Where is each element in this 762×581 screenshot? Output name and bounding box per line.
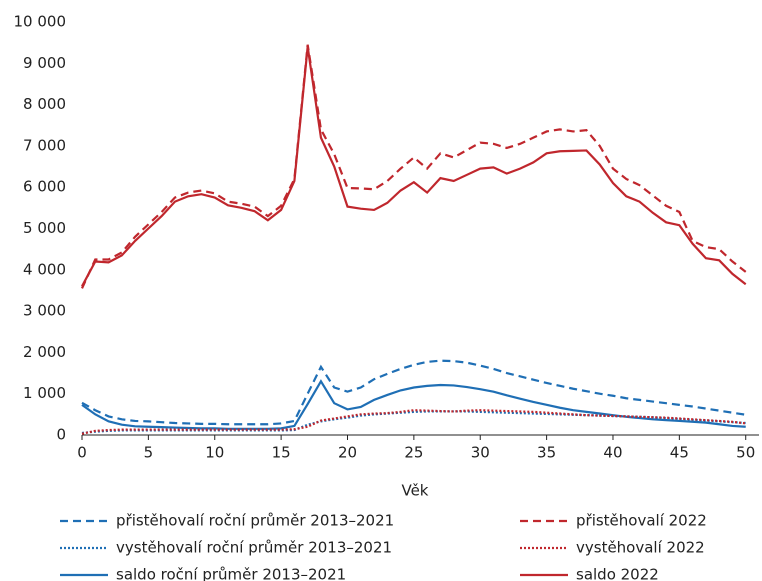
- y-tick-label: 6 000: [23, 178, 66, 196]
- y-tick-label: 3 000: [23, 302, 66, 320]
- y-tick-label: 8 000: [23, 95, 66, 113]
- legend-label: saldo roční průměr 2013–2021: [116, 566, 346, 581]
- legend-label: vystěhovalí roční průměr 2013–2021: [116, 539, 392, 557]
- x-tick-label: 40: [603, 444, 622, 462]
- legend-label: přistěhovalí 2022: [576, 512, 707, 530]
- y-tick-label: 10 000: [14, 13, 67, 31]
- legend-label: vystěhovalí 2022: [576, 539, 705, 557]
- series-line: [81, 359, 746, 426]
- x-tick-label: 5: [144, 444, 154, 462]
- series-line: [81, 44, 747, 289]
- legend-label: saldo 2022: [576, 566, 659, 581]
- y-tick-label: 1 000: [23, 384, 66, 402]
- x-tick-label: 20: [338, 444, 357, 462]
- y-tick-label: 2 000: [23, 343, 66, 361]
- legend-label: přistěhovalí roční průměr 2013–2021: [116, 512, 394, 530]
- x-tick-label: 45: [670, 444, 689, 462]
- x-tick-label: 0: [77, 444, 87, 462]
- y-tick-label: 5 000: [23, 219, 66, 237]
- y-tick-label: 4 000: [23, 260, 66, 278]
- x-tick-label: 25: [404, 444, 423, 462]
- series-line: [81, 410, 746, 435]
- x-axis-label: Věk: [401, 482, 428, 500]
- x-tick-label: 15: [272, 444, 291, 462]
- y-tick-label: 9 000: [23, 54, 66, 72]
- series-line: [81, 379, 746, 430]
- x-tick-label: 35: [537, 444, 556, 462]
- x-tick-label: 10: [205, 444, 224, 462]
- x-tick-label: 50: [736, 444, 755, 462]
- y-tick-label: 0: [56, 426, 66, 444]
- series-line: [81, 409, 746, 435]
- x-tick-label: 30: [471, 444, 490, 462]
- series-line: [81, 46, 747, 287]
- y-tick-label: 7 000: [23, 136, 66, 154]
